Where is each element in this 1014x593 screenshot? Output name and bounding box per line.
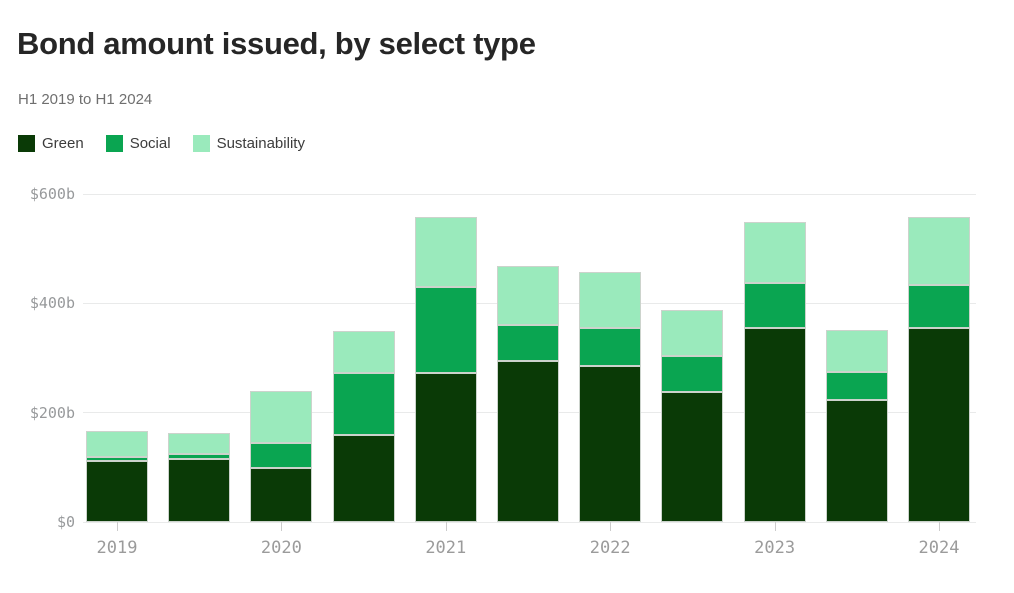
bar-segment-2024-h1-sustainability[interactable] bbox=[908, 216, 970, 285]
x-axis-tick bbox=[117, 522, 118, 531]
bar-segment-2020-h1-green[interactable] bbox=[250, 468, 313, 522]
legend-item-social: Social bbox=[105, 135, 171, 152]
legend-label: Social bbox=[129, 135, 171, 152]
bar-segment-2019-h2-social[interactable] bbox=[168, 454, 231, 459]
y-axis-label: $200b bbox=[29, 403, 75, 422]
legend-swatch-green bbox=[18, 135, 35, 152]
bar-segment-2023-h1-social[interactable] bbox=[743, 283, 806, 329]
x-axis-tick bbox=[281, 522, 283, 531]
x-axis-label: 2021 bbox=[425, 538, 467, 558]
bar-segment-2019-h1-social[interactable] bbox=[86, 457, 148, 462]
bar-segment-2022-h2-sustainability[interactable] bbox=[661, 310, 724, 357]
bar-segment-2023-h2-social[interactable] bbox=[825, 372, 888, 401]
bar-segment-2021-h2-social[interactable] bbox=[497, 325, 559, 361]
x-axis-tick bbox=[939, 522, 940, 531]
legend-label: Green bbox=[42, 135, 84, 152]
x-axis-label: 2023 bbox=[754, 538, 796, 558]
bar-segment-2021-h1-social[interactable] bbox=[414, 286, 477, 373]
bar-segment-2019-h2-sustainability[interactable] bbox=[168, 433, 231, 455]
bar-segment-2020-h1-sustainability[interactable] bbox=[250, 391, 313, 444]
chart-legend: Green Social Sustainability bbox=[18, 135, 305, 152]
bar-segment-2022-h1-green[interactable] bbox=[579, 366, 642, 522]
bar-segment-2019-h1-green[interactable] bbox=[86, 461, 148, 522]
bar-segment-2023-h2-sustainability[interactable] bbox=[825, 330, 888, 373]
chart-title: Bond amount issued, by select type bbox=[17, 26, 536, 61]
bar-segment-2020-h2-green[interactable] bbox=[332, 434, 395, 522]
y-gridline bbox=[83, 193, 976, 195]
bar-segment-2021-h1-sustainability[interactable] bbox=[414, 216, 477, 287]
bar-segment-2020-h1-social[interactable] bbox=[250, 443, 313, 469]
legend-swatch-sustainability bbox=[192, 135, 210, 152]
x-axis-label: 2020 bbox=[260, 538, 302, 558]
bar-segment-2023-h1-green[interactable] bbox=[743, 328, 806, 522]
x-axis-tick bbox=[774, 522, 776, 531]
bar-segment-2023-h2-green[interactable] bbox=[825, 400, 888, 522]
bar-segment-2024-h1-social[interactable] bbox=[908, 284, 970, 328]
bar-segment-2022-h1-sustainability[interactable] bbox=[579, 271, 642, 329]
y-axis-label: $600b bbox=[29, 185, 75, 203]
bar-segment-2020-h2-sustainability[interactable] bbox=[332, 330, 395, 374]
bar-segment-2022-h2-social[interactable] bbox=[661, 356, 724, 392]
legend-item-green: Green bbox=[18, 135, 84, 152]
x-axis-tick bbox=[445, 522, 447, 531]
x-axis-label: 2019 bbox=[96, 538, 138, 558]
bar-segment-2021-h1-green[interactable] bbox=[414, 372, 477, 522]
legend-swatch-social bbox=[105, 135, 123, 152]
bar-segment-2019-h1-sustainability[interactable] bbox=[86, 430, 148, 458]
x-axis-label: 2022 bbox=[589, 538, 631, 558]
y-axis-label: $0 bbox=[56, 513, 75, 531]
bar-segment-2019-h2-green[interactable] bbox=[168, 458, 231, 522]
bar-segment-2021-h2-sustainability[interactable] bbox=[497, 266, 559, 326]
x-axis-tick bbox=[610, 522, 612, 531]
y-axis-label: $400b bbox=[29, 294, 75, 313]
y-gridline bbox=[83, 521, 976, 523]
bar-segment-2021-h2-green[interactable] bbox=[497, 360, 559, 522]
x-axis-label: 2024 bbox=[918, 538, 960, 558]
bar-segment-2024-h1-green[interactable] bbox=[908, 327, 970, 522]
legend-item-sustainability: Sustainability bbox=[192, 135, 305, 152]
bar-segment-2022-h1-social[interactable] bbox=[579, 328, 642, 367]
legend-label: Sustainability bbox=[216, 135, 305, 152]
bar-segment-2022-h2-green[interactable] bbox=[661, 391, 724, 522]
chart-subtitle: H1 2019 to H1 2024 bbox=[18, 91, 153, 108]
bar-segment-2020-h2-social[interactable] bbox=[332, 373, 395, 435]
bar-segment-2023-h1-sustainability[interactable] bbox=[743, 221, 806, 284]
